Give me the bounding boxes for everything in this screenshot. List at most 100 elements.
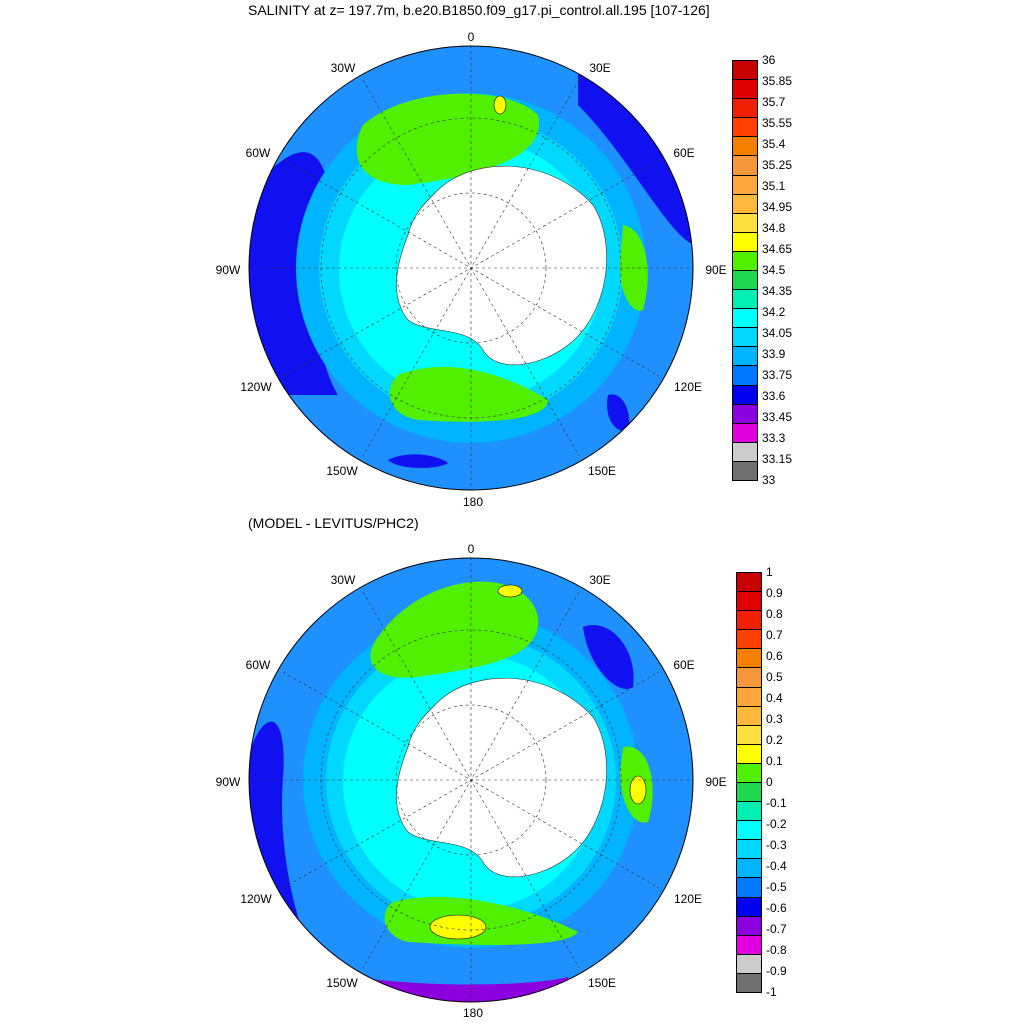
colorbar-swatch [732,308,758,329]
lon-label-30e: 30E [589,573,611,587]
positive-peak-south [429,914,487,940]
lon-label-120e: 120E [673,380,703,394]
panel1-polar-map [248,45,694,491]
lon-label-180: 180 [462,495,484,509]
lon-label-0: 0 [467,542,475,556]
colorbar-label: 0.9 [766,586,783,600]
colorbar-label: 33.75 [762,368,793,382]
colorbar-label: 34.65 [762,242,793,256]
lon-label-30w: 30W [330,573,356,587]
colorbar-swatch [736,572,762,593]
colorbar-swatch [736,820,762,841]
positive-peak-north [497,584,523,598]
colorbar-label: 0.5 [766,670,783,684]
colorbar-swatch [732,174,758,195]
lon-label-120w: 120W [240,892,272,906]
colorbar-swatch [736,858,762,879]
colorbar-label: -0.5 [766,880,787,894]
weddell-peak [493,95,507,115]
colorbar-label: 33.6 [762,389,786,403]
colorbar-swatch [736,629,762,650]
colorbar-swatch [732,60,758,81]
positive-north [370,581,539,678]
colorbar-swatch [732,289,758,310]
colorbar-swatch [732,422,758,443]
lon-label-60w: 60W [245,658,271,672]
colorbar-label: 35.55 [762,116,793,130]
colorbar-label: -0.1 [766,796,787,810]
low-salinity-south [388,454,448,468]
lon-label-90w: 90W [215,263,241,277]
colorbar-swatch [736,762,762,783]
colorbar-swatch [732,155,758,176]
colorbar-swatch [732,193,758,214]
colorbar-label: 0.2 [766,733,783,747]
lon-label-90e: 90E [705,775,727,789]
colorbar-swatch [736,705,762,726]
colorbar-swatch [736,839,762,860]
colorbar-label: 0.7 [766,628,783,642]
panel2-polar-map [248,557,694,1003]
colorbar-label: 34.8 [762,221,786,235]
lon-label-90e: 90E [705,263,727,277]
colorbar-swatch [732,98,758,119]
panel2-title: (MODEL - LEVITUS/PHC2) [248,515,419,531]
lon-label-60w: 60W [245,146,271,160]
colorbar-label: 34.5 [762,263,786,277]
low-salinity-east [578,65,693,245]
colorbar-label: 35.4 [762,137,786,151]
colorbar-label: -0.9 [766,964,787,978]
lon-label-180: 180 [462,1006,484,1020]
colorbar-label: -0.6 [766,901,787,915]
colorbar-swatch [736,686,762,707]
colorbar-swatch [736,667,762,688]
colorbar-swatch [732,365,758,386]
colorbar-swatch [736,724,762,745]
colorbar-label: 35.25 [762,158,793,172]
colorbar-swatch [736,953,762,974]
colorbar-swatch [736,743,762,764]
colorbar-swatch [736,915,762,936]
colorbar-swatch [736,972,762,993]
colorbar-swatch [732,136,758,157]
colorbar-label: 0 [766,775,773,789]
colorbar-swatch [736,934,762,955]
antarctica [396,677,607,878]
colorbar-label: 36 [762,53,776,67]
positive-peak-east [629,775,647,805]
colorbar-label: -0.7 [766,922,787,936]
lon-label-90w: 90W [215,775,241,789]
colorbar-label: 34.95 [762,200,793,214]
colorbar-swatch [732,346,758,367]
colorbar-swatch [732,250,758,271]
colorbar-swatch [732,212,758,233]
colorbar-swatch [736,782,762,803]
lon-label-120w: 120W [240,380,272,394]
colorbar-label: 33.9 [762,347,786,361]
low-salinity-se [607,394,630,431]
colorbar-swatch [736,801,762,822]
colorbar-label: 1 [766,565,773,579]
colorbar-label: 34.05 [762,326,793,340]
panel2-colorbar: 1 0.9 0.8 0.7 0.6 0.5 0.4 0.3 0.2 0.1 0 -0.1 -0.2 -0.… [736,565,816,999]
colorbar-label: 33.3 [762,431,786,445]
antarctica [396,165,607,366]
colorbar-swatch [736,591,762,612]
colorbar-swatch [736,648,762,669]
lon-label-30e: 30E [589,61,611,75]
colorbar-label: 0.8 [766,607,783,621]
colorbar-label: 33 [762,473,776,487]
colorbar-label: -0.4 [766,859,787,873]
colorbar-label: 0.6 [766,649,783,663]
colorbar-swatch [732,231,758,252]
colorbar-label: 35.7 [762,95,786,109]
colorbar-label: -0.2 [766,817,787,831]
colorbar-swatch [732,327,758,348]
lon-label-150w: 150W [326,976,358,990]
colorbar-swatch [736,877,762,898]
colorbar-swatch [736,896,762,917]
negative-ne [583,625,634,689]
lon-label-150w: 150W [326,464,358,478]
colorbar-label: 35.85 [762,74,793,88]
lon-label-150e: 150E [587,976,617,990]
